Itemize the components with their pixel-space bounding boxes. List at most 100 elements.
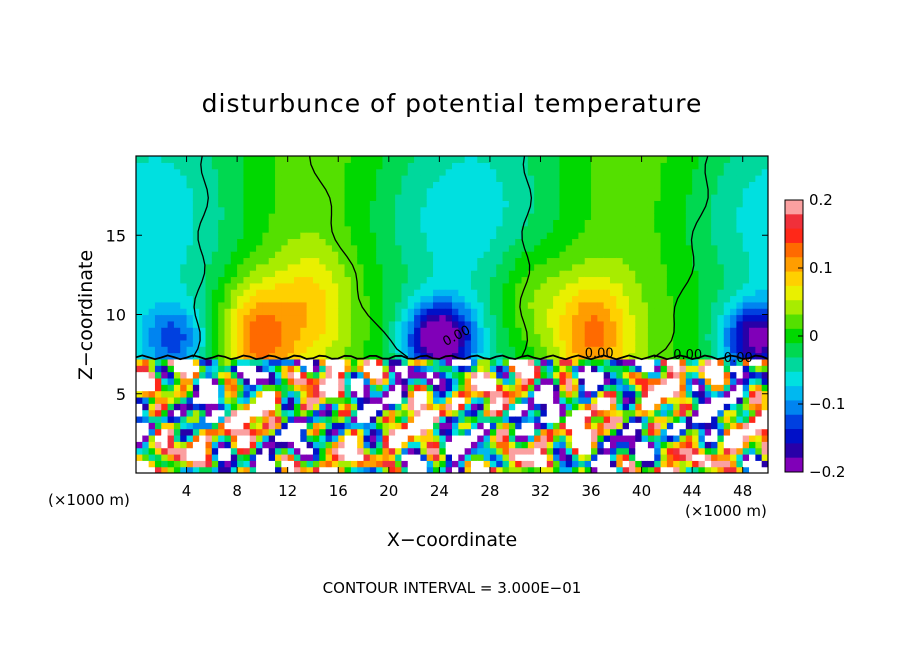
heatmap-cell (540, 434, 548, 442)
heatmap-cell (186, 434, 194, 442)
heatmap-cell (546, 244, 554, 252)
heatmap-cell (635, 238, 643, 246)
heatmap-cell (224, 263, 232, 271)
heatmap-cell (243, 225, 251, 233)
heatmap-cell (717, 422, 725, 430)
heatmap-cell (414, 371, 421, 379)
heatmap-cell (211, 225, 219, 233)
heatmap-cell (464, 289, 472, 297)
heatmap-cell (363, 244, 371, 252)
heatmap-cell (742, 415, 750, 423)
heatmap-cell (388, 396, 396, 404)
heatmap-cell (546, 333, 554, 341)
heatmap-cell (628, 301, 636, 309)
heatmap-cell (641, 162, 649, 170)
heatmap-cell (610, 219, 617, 227)
heatmap-cell (350, 466, 358, 473)
heatmap-cell (161, 238, 169, 246)
heatmap-cell (173, 390, 181, 398)
heatmap-cell (452, 428, 459, 436)
heatmap-cell (192, 181, 200, 189)
heatmap-cell (546, 219, 554, 227)
heatmap-cell (154, 434, 162, 442)
heatmap-cell (407, 447, 415, 455)
heatmap-cell (142, 384, 150, 392)
heatmap-cell (243, 251, 251, 259)
heatmap-cell (546, 301, 554, 309)
heatmap-cell (483, 396, 491, 404)
heatmap-cell (388, 251, 396, 259)
heatmap-cell (647, 270, 655, 278)
heatmap-cell (508, 270, 516, 278)
heatmap-cell (521, 403, 529, 411)
heatmap-cell (294, 466, 301, 473)
heatmap-cell (192, 156, 200, 163)
heatmap-cell (382, 339, 390, 347)
heatmap-cell (730, 168, 737, 176)
heatmap-cell (736, 339, 744, 347)
heatmap-cell (458, 200, 466, 208)
heatmap-cell (761, 377, 768, 385)
heatmap-cell (420, 403, 428, 411)
heatmap-cell (382, 168, 390, 176)
heatmap-cell (180, 276, 188, 284)
heatmap-cell (439, 156, 447, 163)
heatmap-cell (395, 384, 403, 392)
heatmap-cell (685, 213, 693, 220)
heatmap-cell (300, 466, 308, 473)
heatmap-cell (161, 358, 169, 366)
heatmap-cell (717, 301, 725, 309)
heatmap-cell (300, 403, 308, 411)
heatmap-cell (249, 422, 257, 430)
heatmap-cell (224, 282, 232, 290)
heatmap-cell (205, 466, 213, 473)
heatmap-cell (249, 282, 257, 290)
heatmap-cell (275, 320, 282, 328)
heatmap-cell (717, 206, 725, 214)
heatmap-cell (622, 346, 630, 354)
heatmap-cell (591, 175, 598, 182)
heatmap-cell (224, 447, 232, 455)
heatmap-cell (312, 156, 320, 163)
heatmap-cell (344, 358, 352, 366)
heatmap-cell (452, 251, 459, 259)
heatmap-cell (496, 213, 504, 220)
heatmap-cell (167, 377, 175, 385)
heatmap-cell (546, 441, 554, 449)
heatmap-cell (685, 301, 693, 309)
heatmap-cell (730, 162, 737, 170)
heatmap-cell (508, 358, 516, 366)
heatmap-cell (749, 270, 756, 278)
heatmap-cell (338, 428, 346, 436)
heatmap-cell (679, 168, 687, 176)
heatmap-cell (350, 301, 358, 309)
heatmap-cell (685, 453, 693, 461)
heatmap-cell (154, 282, 162, 290)
heatmap-cell (679, 257, 687, 265)
heatmap-cell (496, 181, 504, 189)
heatmap-cell (401, 213, 409, 220)
heatmap-cell (622, 295, 630, 303)
heatmap-cell (470, 276, 478, 284)
heatmap-cell (142, 390, 150, 398)
heatmap-cell (508, 162, 516, 170)
heatmap-cell (673, 441, 681, 449)
heatmap-cell (243, 219, 251, 227)
heatmap-cell (439, 219, 447, 227)
heatmap-cell (382, 225, 390, 233)
heatmap-cell (527, 409, 535, 417)
heatmap-cell (338, 327, 346, 335)
heatmap-cell (628, 282, 636, 290)
heatmap-cell (666, 206, 674, 214)
heatmap-cell (736, 346, 744, 354)
heatmap-cell (692, 295, 700, 303)
heatmap-cell (205, 206, 213, 214)
heatmap-cell (591, 377, 598, 385)
heatmap-cell (654, 156, 662, 163)
heatmap-cell (205, 434, 213, 442)
heatmap-cell (452, 187, 459, 195)
heatmap-cell (192, 206, 200, 214)
heatmap-cell (136, 314, 143, 322)
heatmap-cell (148, 206, 156, 214)
